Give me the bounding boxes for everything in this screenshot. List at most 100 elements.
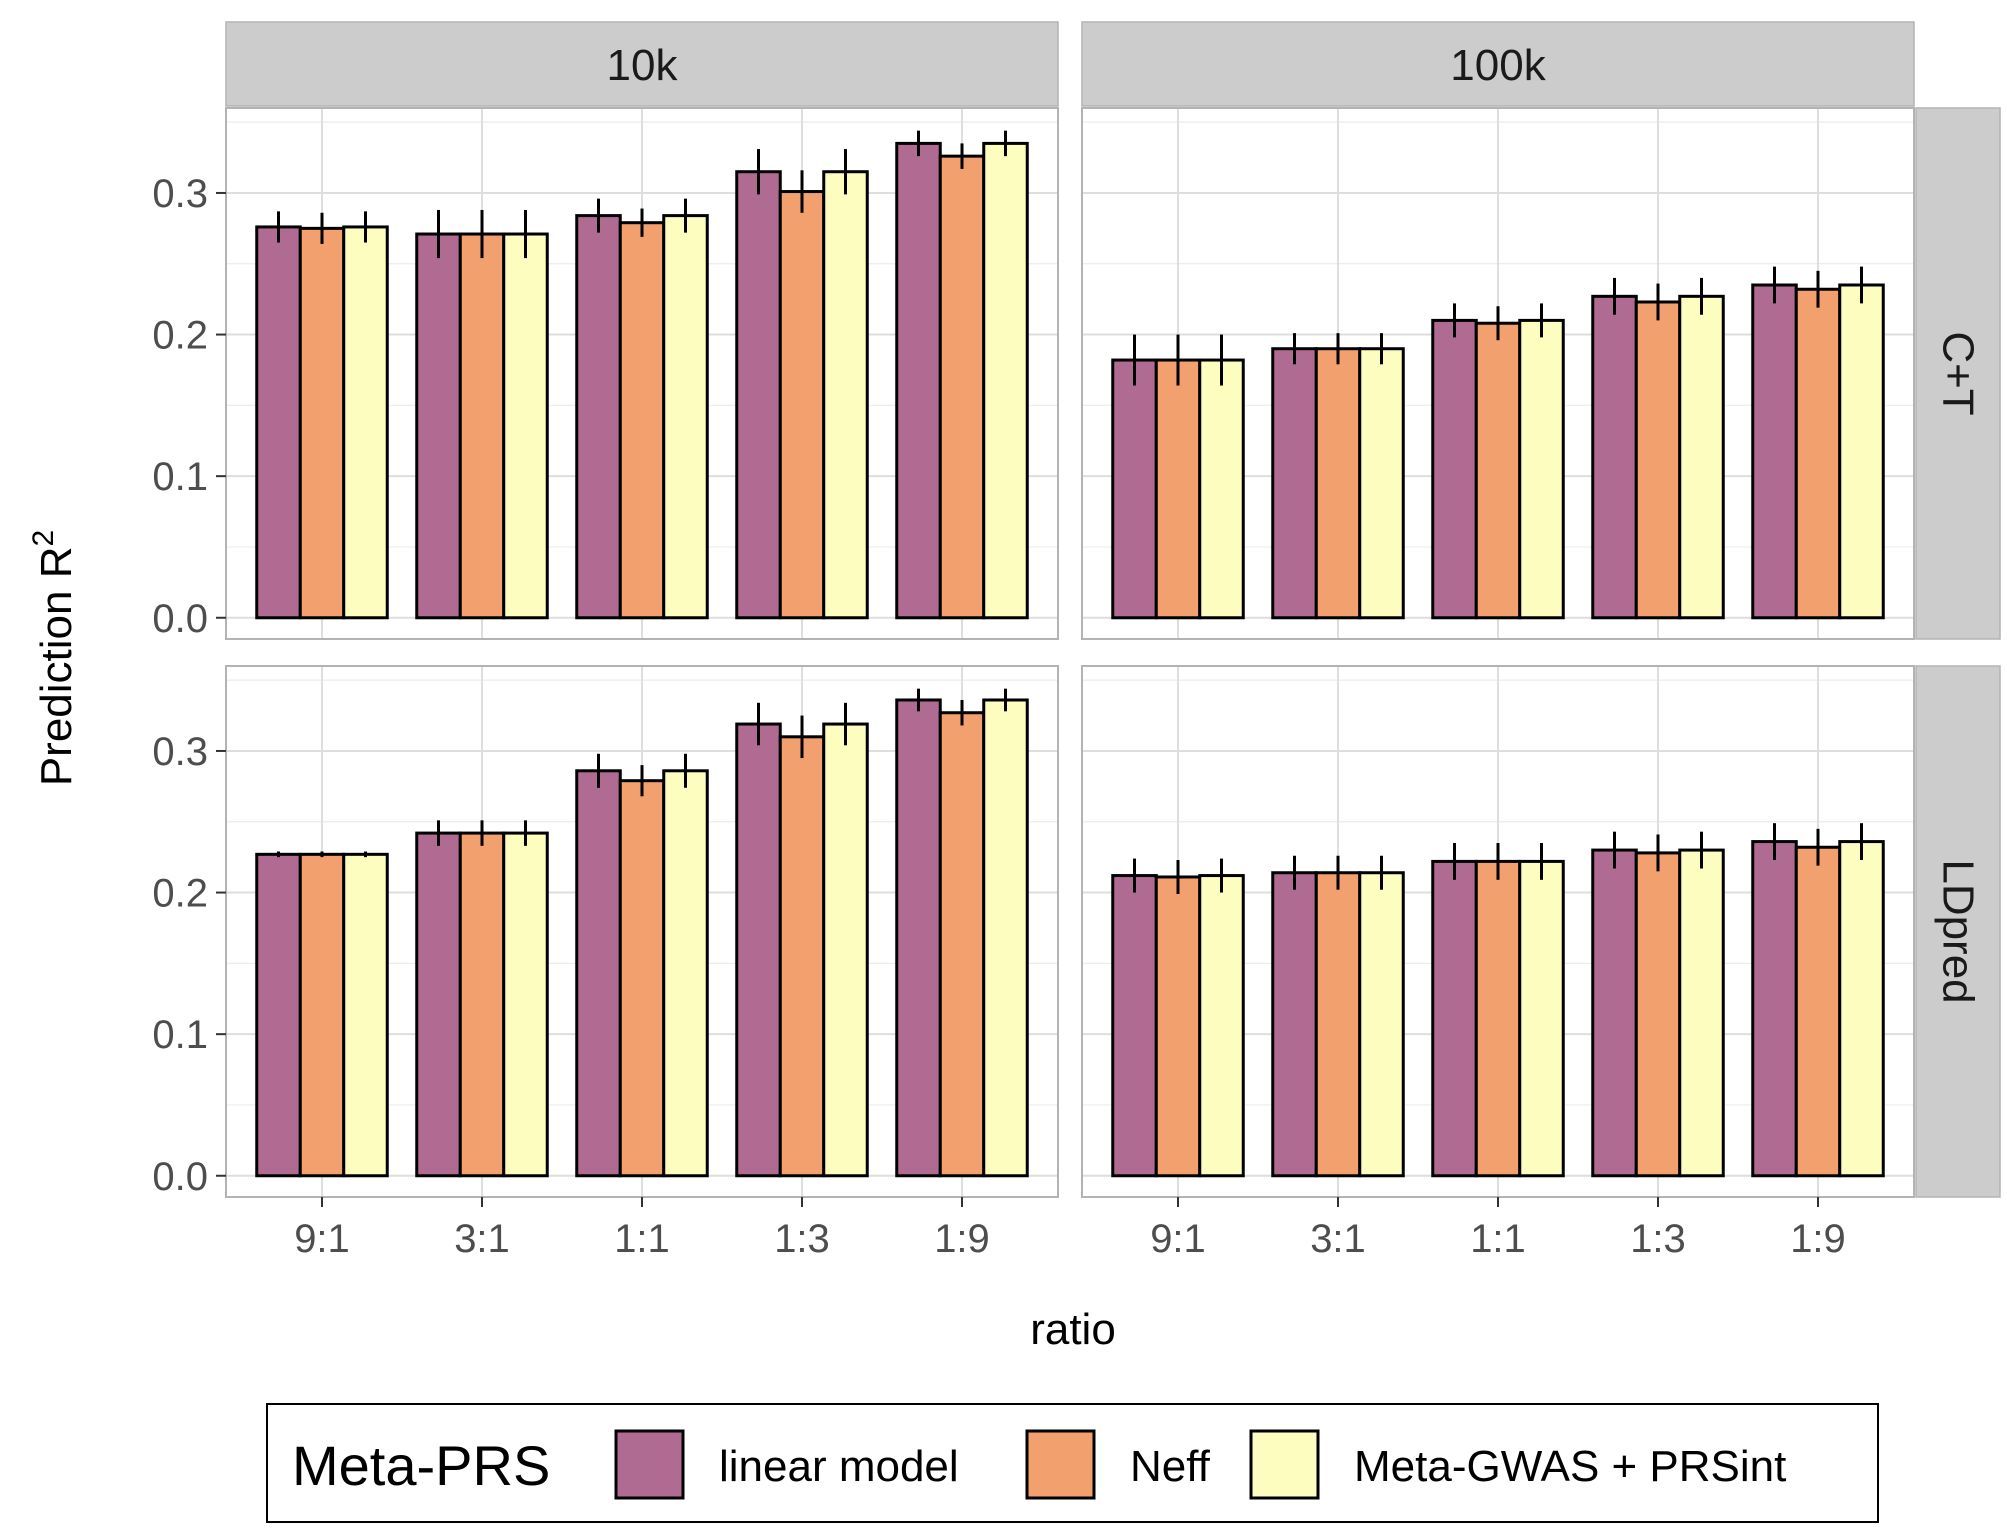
- bar-linear-model-9-1: [1111, 358, 1158, 620]
- bar-linear-model-1-1: [575, 769, 622, 1178]
- bar-neff-1-9: [1794, 287, 1842, 620]
- x-tick-label: 1:9: [934, 1217, 990, 1261]
- bar-neff-1-9: [938, 154, 986, 620]
- bar-meta-gwas-prsint-1-1: [1518, 859, 1565, 1178]
- bar-linear-model-9-1: [255, 225, 302, 620]
- bar-meta-gwas-prsint-1-1: [662, 214, 709, 620]
- bar-meta-gwas-prsint-1-9: [982, 141, 1029, 620]
- axes-layer: 0.0 0.1 0.2 0.3 0.0 0.1 0.2 0.3 9:1 3:1 1:1 1:3 1:9 9…: [152, 172, 1845, 1261]
- bar-meta-gwas-prsint-9-1: [1198, 358, 1245, 620]
- y-axis-title-main: Prediction R: [32, 547, 81, 787]
- facet-strips: 10k 100k C+T LDpred: [225, 21, 2001, 1198]
- column-strip: [225, 21, 1059, 107]
- x-tick-label: 3:1: [1310, 1217, 1366, 1261]
- bar-meta-gwas-prsint-1-9: [1838, 283, 1885, 620]
- legend-label: Meta-GWAS + PRSint: [1354, 1442, 1786, 1491]
- bar-neff-1-1: [1474, 859, 1522, 1178]
- x-axis-title: ratio: [1030, 1305, 1116, 1354]
- legend: Meta-PRS linear model Neff Meta-GWAS + PRS…: [266, 1403, 1879, 1523]
- bar-neff-1-3: [778, 190, 826, 620]
- bar-neff-1-3: [1634, 851, 1682, 1178]
- x-tick-label: 1:1: [614, 1217, 670, 1261]
- legend-key: [1249, 1429, 1320, 1500]
- bar-meta-gwas-prsint-1-3: [1678, 294, 1725, 620]
- bar-linear-model-1-1: [1431, 859, 1478, 1178]
- bar-neff-9-1: [1154, 358, 1202, 620]
- panel-ldpred-100k: [1081, 665, 1915, 1198]
- column-strip-label: 10k: [607, 41, 679, 90]
- bar-neff-1-3: [778, 735, 826, 1178]
- bar-linear-model-1-1: [1431, 318, 1478, 620]
- x-tick-label: 1:9: [1790, 1217, 1846, 1261]
- legend-label: Neff: [1130, 1442, 1211, 1491]
- row-strip: [1915, 107, 2001, 640]
- legend-items: linear model Neff Meta-GWAS + PRSint: [614, 1429, 1786, 1500]
- bar-meta-gwas-prsint-1-9: [982, 698, 1029, 1178]
- bar-linear-model-9-1: [255, 852, 302, 1178]
- bar-linear-model-1-9: [1751, 283, 1798, 620]
- bar-neff-9-1: [298, 226, 346, 620]
- bar-neff-9-1: [1154, 875, 1202, 1178]
- panel-border: [225, 107, 1059, 640]
- bar-meta-gwas-prsint-1-3: [1678, 848, 1725, 1178]
- x-tick-label: 1:3: [1630, 1217, 1686, 1261]
- bar-linear-model-3-1: [415, 831, 462, 1178]
- y-tick-label: 0.1: [152, 1013, 208, 1057]
- bar-linear-model-1-9: [895, 698, 942, 1178]
- legend-key: [614, 1429, 685, 1500]
- bar-neff-1-3: [1634, 300, 1682, 620]
- panel-ldpred-10k: [225, 665, 1059, 1198]
- column-strip-label: 100k: [1450, 41, 1546, 90]
- y-tick-label: 0.0: [152, 1155, 208, 1199]
- bar-meta-gwas-prsint-3-1: [1358, 347, 1405, 620]
- bar-neff-9-1: [298, 852, 346, 1178]
- bar-linear-model-3-1: [1271, 871, 1318, 1178]
- bar-linear-model-1-3: [1591, 294, 1638, 620]
- bar-neff-1-9: [938, 711, 986, 1178]
- bar-linear-model-1-9: [1751, 840, 1798, 1178]
- y-tick-label: 0.0: [152, 597, 208, 641]
- legend-key: [1025, 1429, 1096, 1500]
- x-tick-label: 9:1: [1150, 1217, 1206, 1261]
- y-axis-title: Prediction R2: [27, 530, 81, 786]
- panels-layer: [225, 107, 1915, 1198]
- row-strip-label: C+T: [1934, 331, 1983, 415]
- legend-label: linear model: [719, 1442, 959, 1491]
- row-strip-label: LDpred: [1934, 859, 1983, 1003]
- y-tick-label: 0.1: [152, 455, 208, 499]
- row-strip: [1915, 665, 2001, 1198]
- y-tick-label: 0.3: [152, 730, 208, 774]
- bar-meta-gwas-prsint-9-1: [342, 852, 389, 1178]
- bar-meta-gwas-prsint-3-1: [1358, 871, 1405, 1178]
- bar-meta-gwas-prsint-1-3: [822, 722, 869, 1178]
- bar-neff-1-1: [1474, 321, 1522, 620]
- bar-meta-gwas-prsint-9-1: [1198, 874, 1245, 1178]
- bar-meta-gwas-prsint-1-3: [822, 170, 869, 620]
- column-strip: [1081, 21, 1915, 107]
- bar-linear-model-1-9: [895, 141, 942, 620]
- bar-neff-3-1: [458, 831, 506, 1178]
- bar-meta-gwas-prsint-1-9: [1838, 840, 1885, 1178]
- x-tick-label: 1:1: [1470, 1217, 1526, 1261]
- bar-linear-model-3-1: [1271, 347, 1318, 620]
- bar-neff-3-1: [1314, 347, 1362, 620]
- y-tick-label: 0.2: [152, 314, 208, 358]
- y-tick-label: 0.2: [152, 872, 208, 916]
- bar-neff-1-9: [1794, 845, 1842, 1178]
- x-tick-label: 3:1: [454, 1217, 510, 1261]
- x-tick-label: 9:1: [294, 1217, 350, 1261]
- bar-linear-model-9-1: [1111, 874, 1158, 1178]
- bar-neff-3-1: [1314, 871, 1362, 1178]
- bar-meta-gwas-prsint-3-1: [502, 232, 549, 620]
- bar-linear-model-1-3: [735, 722, 782, 1178]
- bar-meta-gwas-prsint-9-1: [342, 225, 389, 620]
- bar-linear-model-3-1: [415, 232, 462, 620]
- bar-neff-1-1: [618, 221, 666, 620]
- panel-c-t-100k: [1081, 107, 1915, 640]
- y-axis-title-superscript: 2: [27, 530, 60, 547]
- panel-border: [1081, 107, 1915, 640]
- bar-neff-3-1: [458, 232, 506, 620]
- bar-meta-gwas-prsint-3-1: [502, 831, 549, 1178]
- y-tick-label: 0.3: [152, 172, 208, 216]
